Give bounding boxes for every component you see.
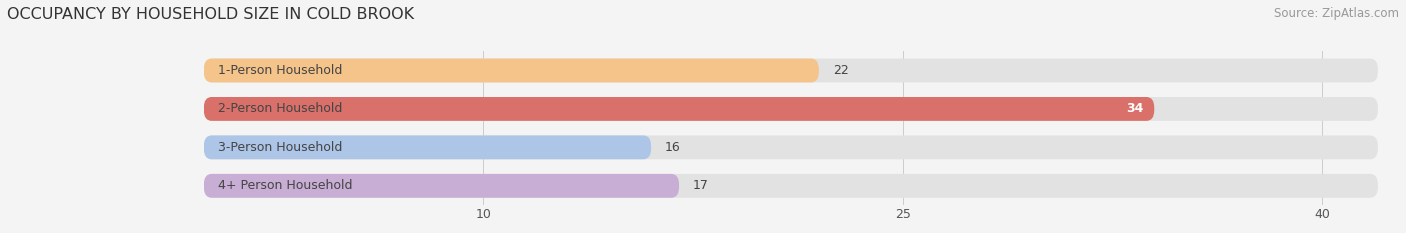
Text: 17: 17 — [693, 179, 709, 192]
Text: 34: 34 — [1126, 103, 1143, 115]
FancyBboxPatch shape — [204, 97, 1378, 121]
Text: 1-Person Household: 1-Person Household — [218, 64, 342, 77]
FancyBboxPatch shape — [204, 135, 651, 159]
Text: 2-Person Household: 2-Person Household — [218, 103, 342, 115]
FancyBboxPatch shape — [204, 58, 1378, 82]
Text: 4+ Person Household: 4+ Person Household — [218, 179, 353, 192]
FancyBboxPatch shape — [204, 174, 679, 198]
Text: Source: ZipAtlas.com: Source: ZipAtlas.com — [1274, 7, 1399, 20]
FancyBboxPatch shape — [204, 97, 1154, 121]
Text: OCCUPANCY BY HOUSEHOLD SIZE IN COLD BROOK: OCCUPANCY BY HOUSEHOLD SIZE IN COLD BROO… — [7, 7, 415, 22]
FancyBboxPatch shape — [204, 174, 1378, 198]
Text: 16: 16 — [665, 141, 681, 154]
FancyBboxPatch shape — [204, 58, 818, 82]
Text: 3-Person Household: 3-Person Household — [218, 141, 342, 154]
FancyBboxPatch shape — [204, 135, 1378, 159]
Text: 22: 22 — [832, 64, 849, 77]
